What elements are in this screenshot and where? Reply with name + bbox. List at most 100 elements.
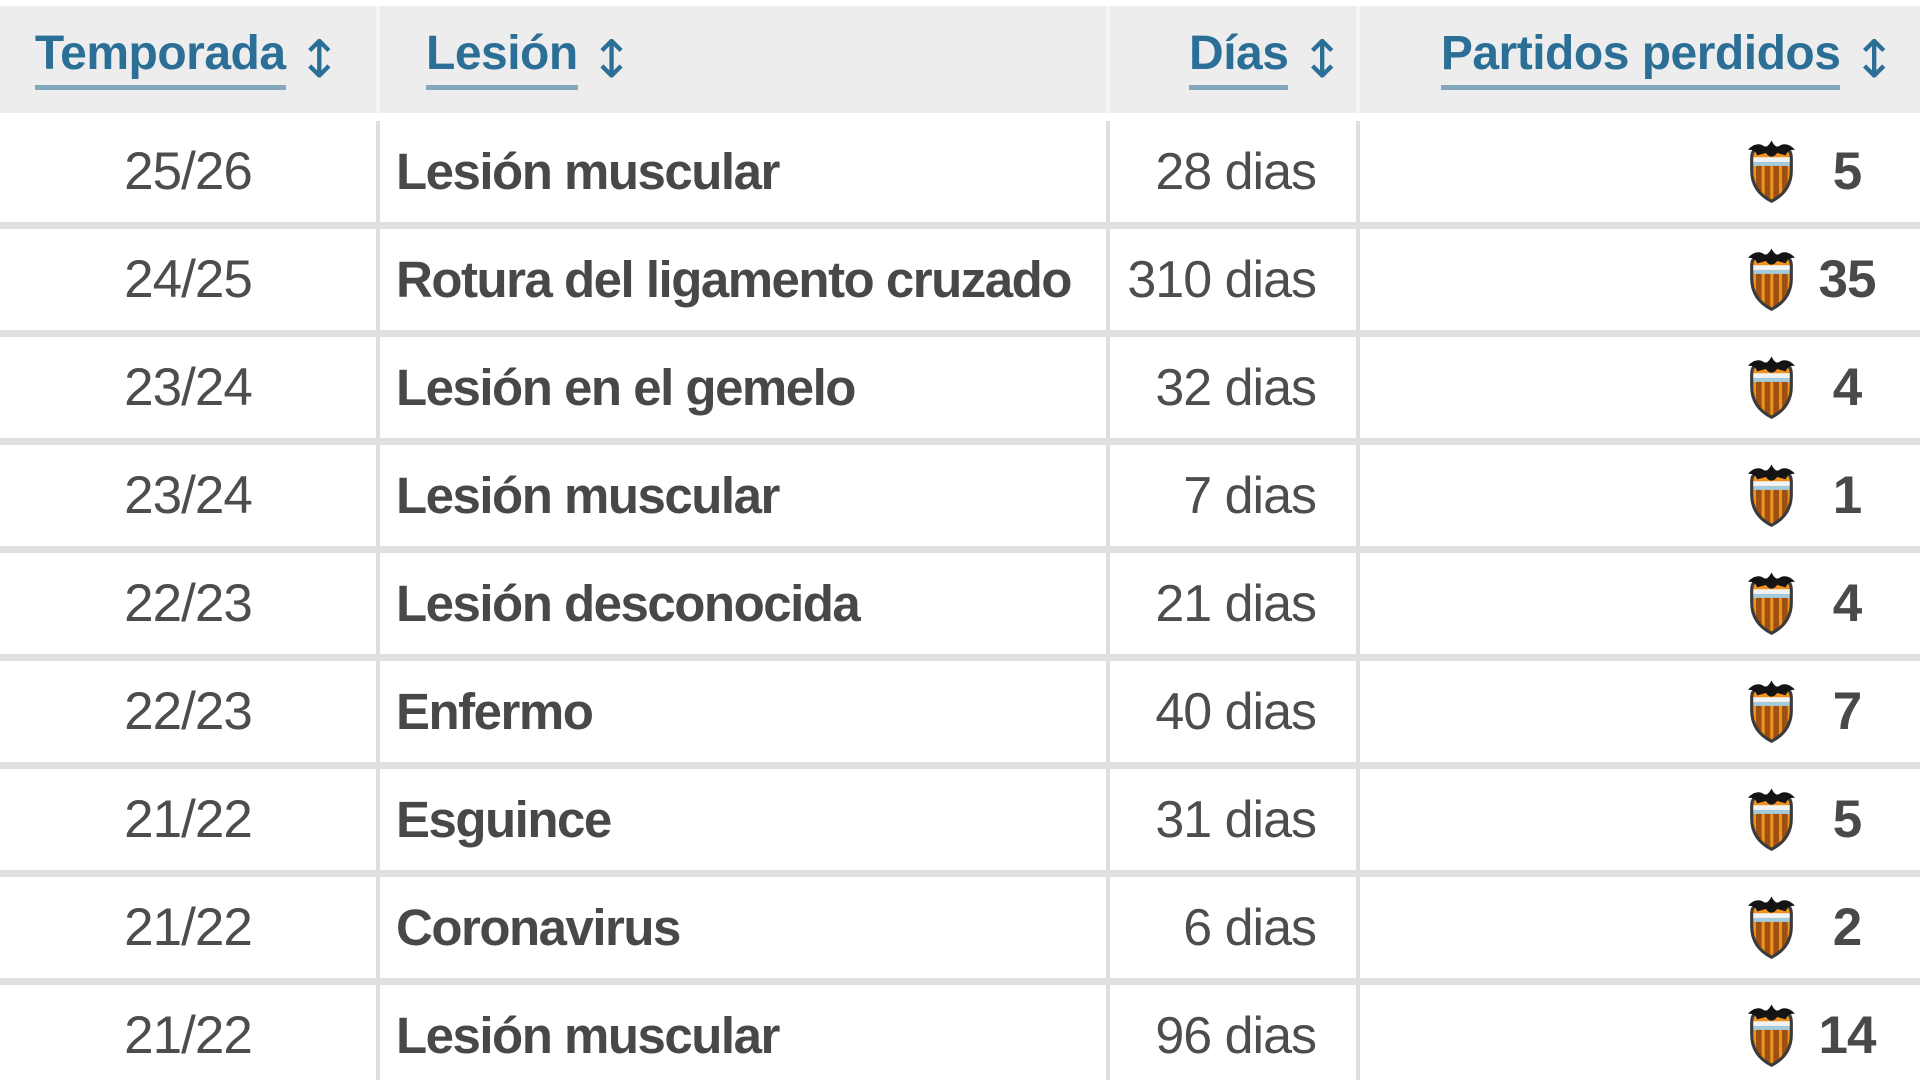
cell-temporada: 24/25 xyxy=(0,229,380,330)
cell-lesion: Lesión muscular xyxy=(380,121,1110,222)
cell-lesion: Lesión desconocida xyxy=(380,553,1110,654)
days-value: 40 dias xyxy=(1155,682,1317,741)
injury-name: Lesión muscular xyxy=(396,1007,780,1064)
cell-lesion: Esguince xyxy=(380,769,1110,870)
cell-dias: 40 dias xyxy=(1110,661,1360,762)
column-header-lesion[interactable]: Lesión ↕ xyxy=(380,6,1110,113)
days-value: 310 dias xyxy=(1127,250,1317,309)
cell-partidos-perdidos: 4 xyxy=(1360,553,1920,654)
valencia-cf-crest-icon[interactable] xyxy=(1743,137,1800,206)
injury-name: Lesión muscular xyxy=(396,143,780,200)
cell-dias: 7 dias xyxy=(1110,445,1360,546)
valencia-cf-crest-icon[interactable] xyxy=(1743,677,1800,746)
games-missed-value: 4 xyxy=(1832,358,1862,417)
season-value: 24/25 xyxy=(124,250,253,309)
cell-partidos-perdidos: 5 xyxy=(1360,769,1920,870)
cell-temporada: 21/22 xyxy=(0,877,380,978)
season-value: 21/22 xyxy=(124,790,253,849)
season-value: 22/23 xyxy=(124,574,253,633)
games-missed-value: 2 xyxy=(1832,898,1862,957)
sort-link-lesion[interactable]: Lesión xyxy=(426,28,578,91)
games-missed-value: 5 xyxy=(1832,142,1862,201)
cell-lesion: Enfermo xyxy=(380,661,1110,762)
games-missed-value: 14 xyxy=(1818,1006,1877,1065)
table-header-row: Temporada ↕ Lesión ↕ Días ↕ Partidos per… xyxy=(0,6,1920,121)
days-value: 96 dias xyxy=(1155,1006,1317,1065)
cell-partidos-perdidos: 14 xyxy=(1360,985,1920,1080)
cell-lesion: Lesión en el gemelo xyxy=(380,337,1110,438)
games-missed-value: 35 xyxy=(1818,250,1877,309)
table-row: 23/24 Lesión en el gemelo 32 dias xyxy=(0,337,1920,445)
season-value: 23/24 xyxy=(124,466,253,525)
season-value: 22/23 xyxy=(124,682,253,741)
games-missed-value: 4 xyxy=(1832,574,1862,633)
cell-partidos-perdidos: 5 xyxy=(1360,121,1920,222)
sort-arrows-icon[interactable]: ↕ xyxy=(1300,29,1344,90)
days-value: 31 dias xyxy=(1155,790,1317,849)
cell-partidos-perdidos: 35 xyxy=(1360,229,1920,330)
table-row: 25/26 Lesión muscular 28 dias xyxy=(0,121,1920,229)
valencia-cf-crest-icon[interactable] xyxy=(1743,353,1800,422)
column-header-partidos-perdidos[interactable]: Partidos perdidos ↕ xyxy=(1360,6,1920,113)
games-missed-value: 5 xyxy=(1832,790,1862,849)
cell-partidos-perdidos: 2 xyxy=(1360,877,1920,978)
valencia-cf-crest-icon[interactable] xyxy=(1743,245,1800,314)
valencia-cf-crest-icon[interactable] xyxy=(1743,785,1800,854)
table-row: 22/23 Lesión desconocida 21 dias xyxy=(0,553,1920,661)
cell-temporada: 22/23 xyxy=(0,553,380,654)
season-value: 21/22 xyxy=(124,1006,253,1065)
days-value: 21 dias xyxy=(1155,574,1317,633)
cell-dias: 310 dias xyxy=(1110,229,1360,330)
column-header-temporada[interactable]: Temporada ↕ xyxy=(0,6,380,113)
valencia-cf-crest-icon[interactable] xyxy=(1743,893,1800,962)
games-missed-value: 7 xyxy=(1832,682,1862,741)
table-row: 21/22 Lesión muscular 96 dias xyxy=(0,985,1920,1080)
cell-dias: 28 dias xyxy=(1110,121,1360,222)
games-missed-value: 1 xyxy=(1832,466,1862,525)
cell-temporada: 21/22 xyxy=(0,985,380,1080)
valencia-cf-crest-icon[interactable] xyxy=(1743,461,1800,530)
cell-lesion: Rotura del ligamento cruzado xyxy=(380,229,1110,330)
table-row: 21/22 Esguince 31 dias xyxy=(0,769,1920,877)
table-body: 25/26 Lesión muscular 28 dias xyxy=(0,121,1920,1080)
cell-dias: 21 dias xyxy=(1110,553,1360,654)
sort-link-partidos-perdidos[interactable]: Partidos perdidos xyxy=(1440,28,1841,91)
sort-arrows-icon[interactable]: ↕ xyxy=(1852,29,1896,90)
injury-name: Rotura del ligamento cruzado xyxy=(396,251,1072,308)
season-value: 21/22 xyxy=(124,898,253,957)
season-value: 25/26 xyxy=(124,142,253,201)
days-value: 32 dias xyxy=(1155,358,1317,417)
days-value: 28 dias xyxy=(1155,142,1317,201)
injury-table: Temporada ↕ Lesión ↕ Días ↕ Partidos per… xyxy=(0,6,1920,1080)
cell-dias: 6 dias xyxy=(1110,877,1360,978)
injury-name: Coronavirus xyxy=(396,899,681,956)
valencia-cf-crest-icon[interactable] xyxy=(1743,569,1800,638)
cell-lesion: Coronavirus xyxy=(380,877,1110,978)
sort-arrows-icon[interactable]: ↕ xyxy=(297,29,342,90)
cell-temporada: 25/26 xyxy=(0,121,380,222)
sort-link-temporada[interactable]: Temporada xyxy=(34,28,286,91)
cell-lesion: Lesión muscular xyxy=(380,985,1110,1080)
cell-temporada: 23/24 xyxy=(0,337,380,438)
table-row: 23/24 Lesión muscular 7 dias xyxy=(0,445,1920,553)
table-row: 24/25 Rotura del ligamento cruzado 310 d… xyxy=(0,229,1920,337)
sort-arrows-icon[interactable]: ↕ xyxy=(589,29,634,90)
cell-temporada: 21/22 xyxy=(0,769,380,870)
cell-dias: 32 dias xyxy=(1110,337,1360,438)
season-value: 23/24 xyxy=(124,358,253,417)
valencia-cf-crest-icon[interactable] xyxy=(1743,1001,1800,1070)
days-value: 7 dias xyxy=(1183,466,1317,525)
cell-partidos-perdidos: 1 xyxy=(1360,445,1920,546)
injury-name: Lesión muscular xyxy=(396,467,780,524)
column-header-dias[interactable]: Días ↕ xyxy=(1110,6,1360,113)
cell-dias: 96 dias xyxy=(1110,985,1360,1080)
injury-name: Lesión desconocida xyxy=(396,575,861,632)
cell-lesion: Lesión muscular xyxy=(380,445,1110,546)
cell-temporada: 22/23 xyxy=(0,661,380,762)
cell-temporada: 23/24 xyxy=(0,445,380,546)
sort-link-dias[interactable]: Días xyxy=(1189,28,1289,91)
days-value: 6 dias xyxy=(1183,898,1317,957)
cell-partidos-perdidos: 4 xyxy=(1360,337,1920,438)
table-row: 21/22 Coronavirus 6 dias xyxy=(0,877,1920,985)
